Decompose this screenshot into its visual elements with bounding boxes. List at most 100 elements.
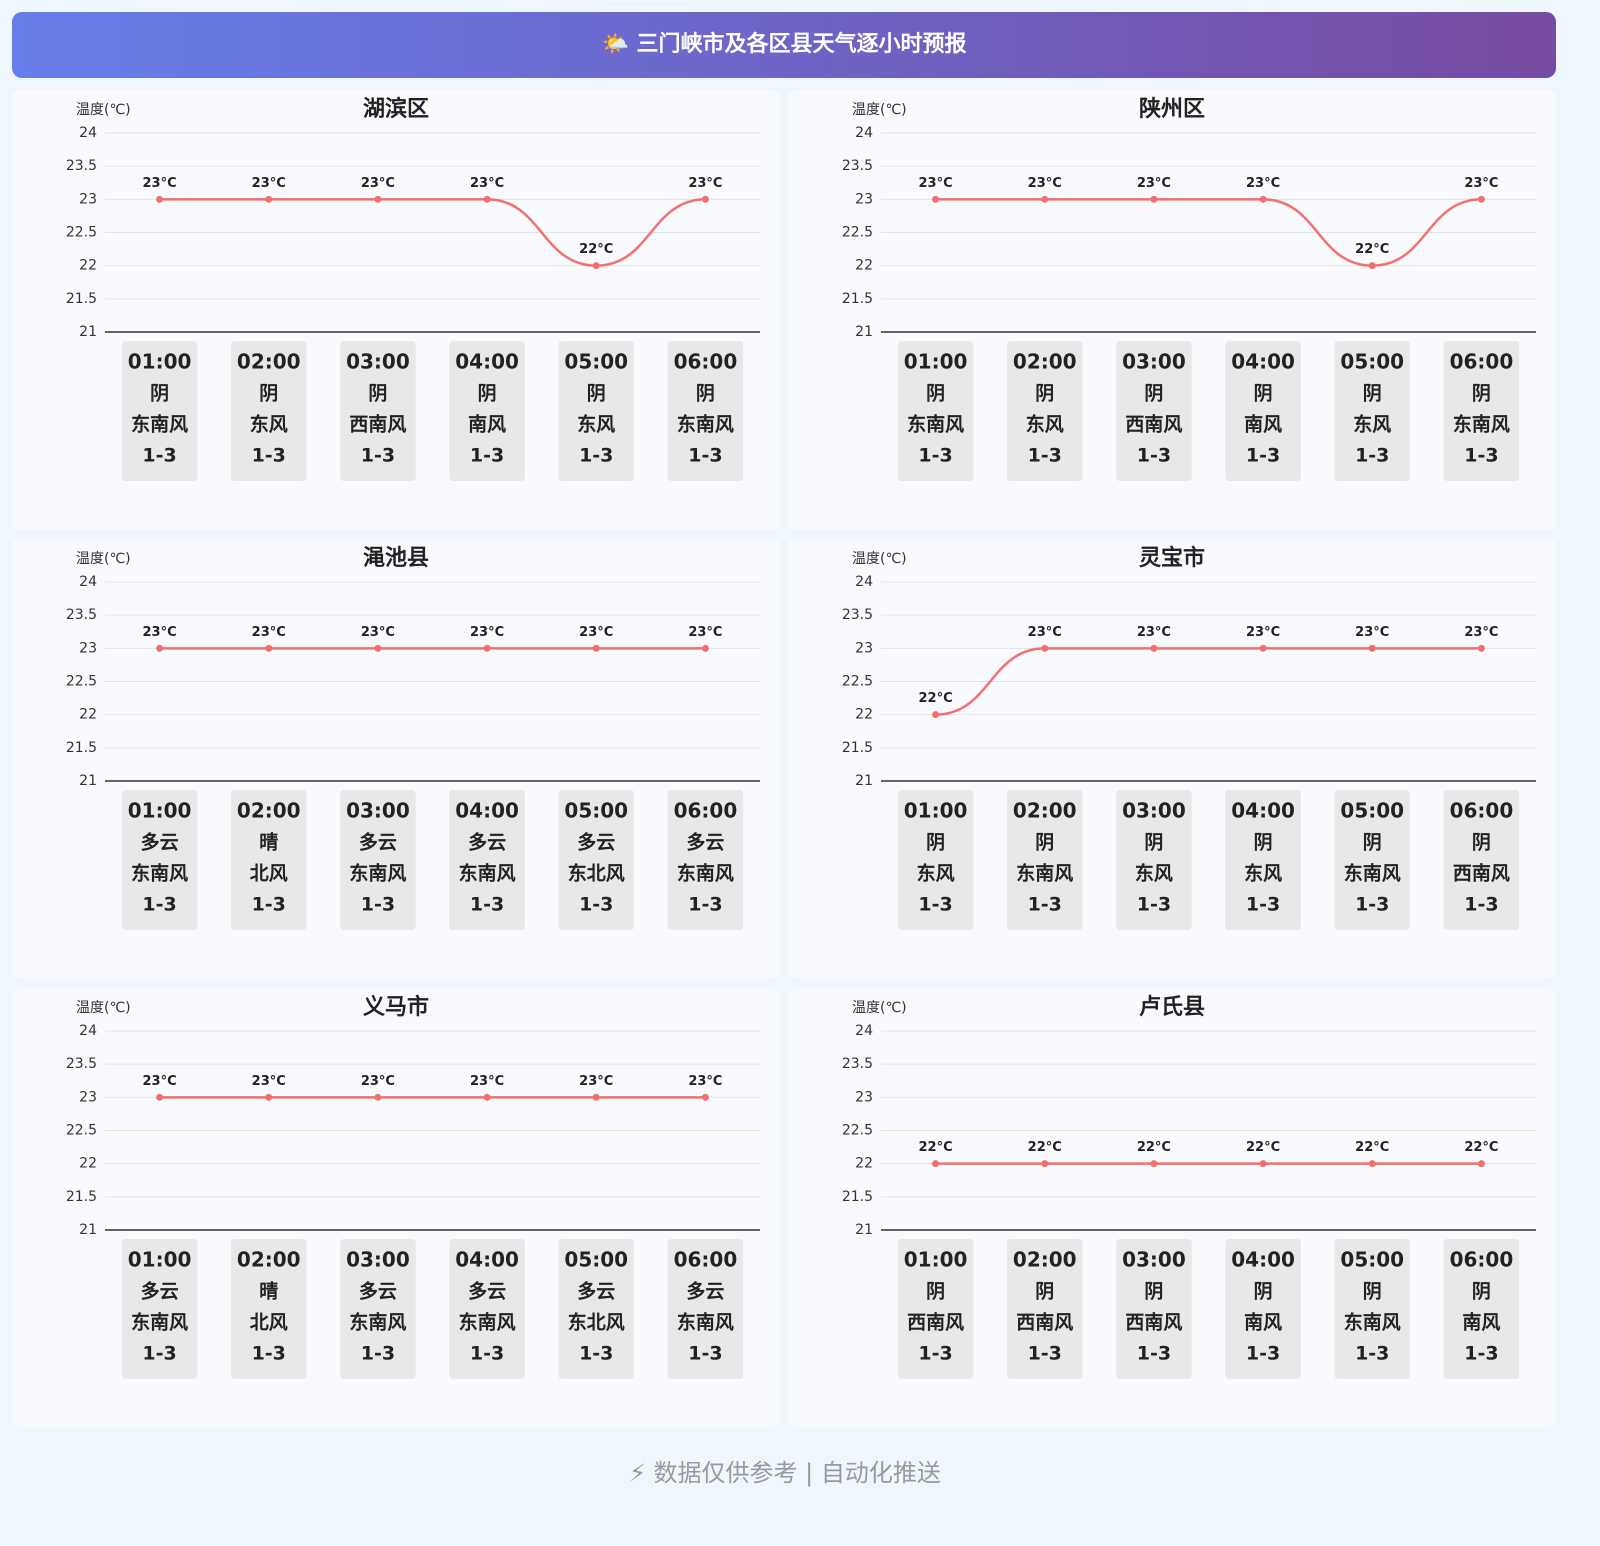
value-label: 23°C [361, 1074, 395, 1089]
wind-level-label: 1-3 [1028, 894, 1062, 916]
temperature-line [935, 647, 1482, 716]
info-box [1006, 1239, 1083, 1379]
wind-level-label: 1-3 [688, 445, 722, 467]
header-bar [12, 12, 1556, 78]
y-tick-label: 23 [79, 191, 97, 207]
y-axis-label: 温度(℃) [852, 1000, 907, 1016]
wind-level-label: 1-3 [142, 894, 176, 916]
value-label: 23°C [1464, 176, 1498, 191]
info-box [1225, 341, 1301, 481]
info-box [667, 1239, 744, 1379]
weather-label: 阴 [926, 832, 945, 854]
weather-label: 阴 [1363, 1281, 1382, 1303]
info-box [1225, 1239, 1301, 1379]
y-tick-label: 22 [79, 258, 97, 274]
info-box [1116, 790, 1192, 930]
district-panel: 温度(℃) 义马市 21 21.5 22 22.5 23 23.5 24 23°C 01:00 多云东… [12, 988, 780, 1428]
weather-label: 阴 [259, 383, 278, 405]
value-label: 23°C [919, 176, 953, 191]
y-tick-label: 21.5 [66, 1189, 97, 1205]
value-label: 23°C [579, 625, 613, 640]
data-point [701, 1093, 709, 1101]
wind-level-label: 1-3 [252, 894, 286, 916]
wind-direction-label: 东南风 [1344, 862, 1401, 885]
value-label: 23°C [252, 176, 286, 191]
wind-level-label: 1-3 [1464, 445, 1498, 467]
y-tick-label: 21.5 [842, 740, 873, 756]
value-label: 22°C [1355, 1140, 1389, 1155]
wind-direction-label: 东南风 [349, 862, 406, 885]
value-label: 23°C [470, 625, 504, 640]
value-label: 23°C [688, 176, 722, 191]
hour-label: 06:00 [1450, 350, 1514, 374]
value-label: 23°C [579, 1074, 613, 1089]
data-point [1150, 644, 1158, 652]
info-box [897, 790, 974, 930]
value-label: 23°C [1028, 625, 1062, 640]
wind-level-label: 1-3 [1028, 445, 1062, 467]
y-tick-label: 23 [855, 1089, 873, 1105]
wind-direction-label: 东南风 [1453, 413, 1510, 436]
y-tick-label: 23.5 [66, 1056, 97, 1072]
y-axis-label: 温度(℃) [76, 1000, 131, 1016]
info-box [449, 1239, 525, 1379]
data-point [1477, 195, 1485, 203]
hour-label: 03:00 [346, 799, 410, 823]
y-tick-label: 23.5 [842, 1056, 873, 1072]
wind-direction-label: 东风 [577, 413, 615, 436]
y-tick-label: 22.5 [66, 674, 97, 690]
hour-label: 06:00 [674, 799, 738, 823]
weather-label: 晴 [259, 831, 278, 854]
y-tick-label: 21 [79, 1222, 97, 1238]
info-box [1006, 790, 1083, 930]
weather-label: 阴 [926, 1281, 945, 1303]
hour-label: 03:00 [346, 1248, 410, 1272]
value-label: 23°C [688, 1074, 722, 1089]
weather-label: 阴 [1472, 383, 1491, 405]
y-tick-label: 22 [79, 1156, 97, 1172]
y-tick-label: 23.5 [66, 607, 97, 623]
info-box [121, 1239, 198, 1379]
info-box [667, 790, 744, 930]
wind-level-label: 1-3 [1355, 894, 1389, 916]
wind-direction-label: 东风 [1244, 862, 1282, 885]
y-tick-label: 22 [855, 1156, 873, 1172]
value-label: 23°C [1028, 176, 1062, 191]
wind-level-label: 1-3 [361, 1343, 395, 1365]
wind-level-label: 1-3 [1137, 445, 1171, 467]
chart-title: 卢氏县 [1139, 994, 1205, 1020]
value-label: 22°C [919, 691, 953, 706]
y-tick-label: 22.5 [842, 674, 873, 690]
hour-label: 02:00 [237, 799, 301, 823]
weather-label: 晴 [259, 1280, 278, 1303]
y-tick-label: 23.5 [66, 158, 97, 174]
wind-level-label: 1-3 [579, 1343, 613, 1365]
district-panel: 温度(℃) 渑池县 21 21.5 22 22.5 23 23.5 24 23°C 01:00 多云东… [12, 539, 780, 979]
wind-direction-label: 东风 [1135, 862, 1173, 885]
weather-label: 多云 [141, 1280, 179, 1303]
wind-level-label: 1-3 [142, 445, 176, 467]
data-point [374, 1093, 382, 1101]
data-point [1259, 644, 1267, 652]
wind-direction-label: 南风 [1244, 414, 1282, 436]
data-point [1477, 644, 1485, 652]
y-tick-label: 22.5 [66, 1123, 97, 1139]
y-tick-label: 24 [79, 125, 97, 141]
y-tick-label: 21 [855, 1222, 873, 1238]
weather-label: 阴 [1035, 1281, 1054, 1303]
y-tick-label: 23.5 [842, 607, 873, 623]
y-axis-label: 温度(℃) [76, 102, 131, 118]
hour-label: 01:00 [128, 1248, 192, 1272]
value-label: 22°C [579, 242, 613, 257]
value-label: 23°C [252, 625, 286, 640]
hour-label: 02:00 [237, 1248, 301, 1272]
wind-direction-label: 东南风 [131, 862, 188, 885]
hour-label: 02:00 [1013, 1248, 1077, 1272]
y-tick-label: 21.5 [842, 291, 873, 307]
hour-label: 03:00 [346, 350, 410, 374]
wind-level-label: 1-3 [579, 445, 613, 467]
wind-level-label: 1-3 [1464, 1343, 1498, 1365]
chart-title: 湖滨区 [363, 96, 429, 122]
hour-label: 06:00 [674, 1248, 738, 1272]
